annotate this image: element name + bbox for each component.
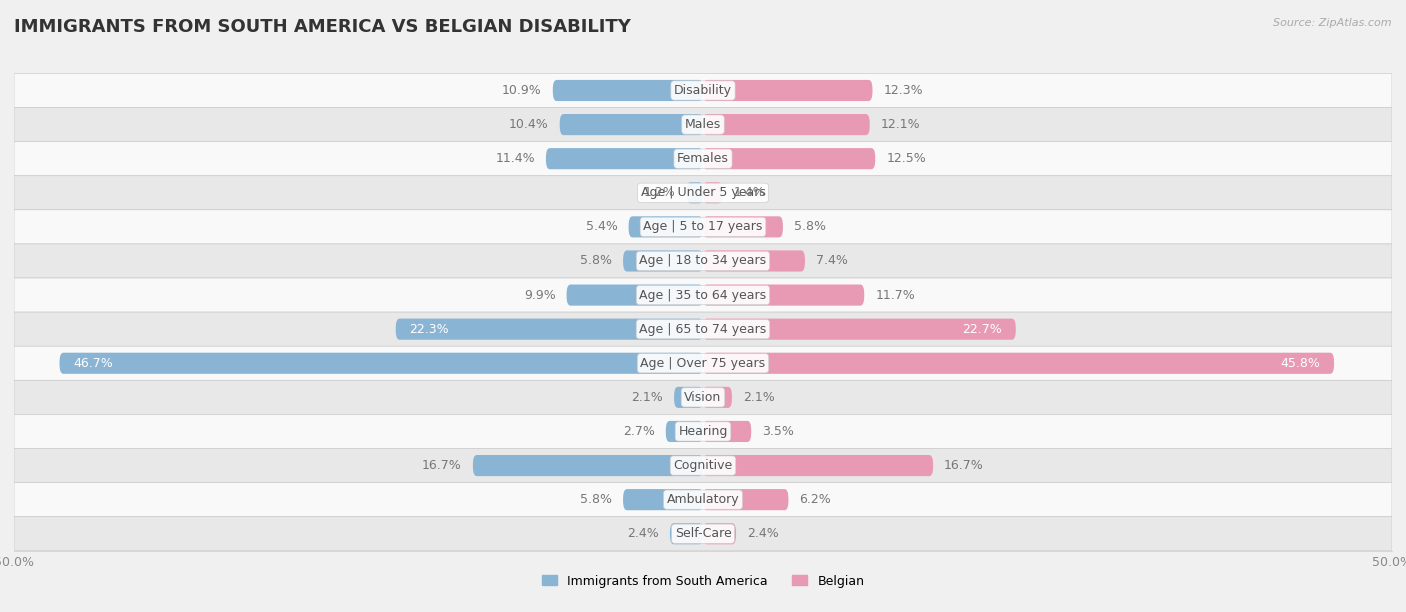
Text: Source: ZipAtlas.com: Source: ZipAtlas.com <box>1274 18 1392 28</box>
Text: 10.4%: 10.4% <box>509 118 548 131</box>
FancyBboxPatch shape <box>14 278 1392 312</box>
Text: 2.1%: 2.1% <box>742 391 775 404</box>
Text: Hearing: Hearing <box>678 425 728 438</box>
FancyBboxPatch shape <box>703 285 865 305</box>
Text: Age | 35 to 64 years: Age | 35 to 64 years <box>640 289 766 302</box>
FancyBboxPatch shape <box>553 80 703 101</box>
FancyBboxPatch shape <box>14 176 1392 210</box>
FancyBboxPatch shape <box>628 216 703 237</box>
Text: Age | 18 to 34 years: Age | 18 to 34 years <box>640 255 766 267</box>
FancyBboxPatch shape <box>703 216 783 237</box>
Text: 12.1%: 12.1% <box>880 118 921 131</box>
FancyBboxPatch shape <box>703 148 875 170</box>
FancyBboxPatch shape <box>14 380 1392 414</box>
Text: 7.4%: 7.4% <box>815 255 848 267</box>
Text: 5.4%: 5.4% <box>586 220 617 233</box>
FancyBboxPatch shape <box>14 414 1392 449</box>
Text: 16.7%: 16.7% <box>945 459 984 472</box>
FancyBboxPatch shape <box>623 489 703 510</box>
FancyBboxPatch shape <box>703 250 806 272</box>
Text: 1.2%: 1.2% <box>644 186 675 200</box>
Text: 11.4%: 11.4% <box>495 152 534 165</box>
FancyBboxPatch shape <box>703 489 789 510</box>
Text: Cognitive: Cognitive <box>673 459 733 472</box>
FancyBboxPatch shape <box>14 210 1392 244</box>
FancyBboxPatch shape <box>703 523 737 544</box>
FancyBboxPatch shape <box>703 114 870 135</box>
FancyBboxPatch shape <box>546 148 703 170</box>
Text: 12.5%: 12.5% <box>886 152 927 165</box>
FancyBboxPatch shape <box>703 353 1334 374</box>
Text: 12.3%: 12.3% <box>883 84 924 97</box>
Text: 22.3%: 22.3% <box>409 323 449 335</box>
FancyBboxPatch shape <box>703 421 751 442</box>
FancyBboxPatch shape <box>14 141 1392 176</box>
Text: Ambulatory: Ambulatory <box>666 493 740 506</box>
Text: 3.5%: 3.5% <box>762 425 794 438</box>
Legend: Immigrants from South America, Belgian: Immigrants from South America, Belgian <box>541 575 865 588</box>
Text: 2.4%: 2.4% <box>627 528 659 540</box>
FancyBboxPatch shape <box>14 483 1392 517</box>
FancyBboxPatch shape <box>686 182 703 203</box>
Text: Females: Females <box>678 152 728 165</box>
FancyBboxPatch shape <box>14 449 1392 483</box>
Text: 1.4%: 1.4% <box>734 186 765 200</box>
FancyBboxPatch shape <box>472 455 703 476</box>
FancyBboxPatch shape <box>14 517 1392 551</box>
Text: 2.7%: 2.7% <box>623 425 655 438</box>
FancyBboxPatch shape <box>567 285 703 305</box>
Text: Males: Males <box>685 118 721 131</box>
Text: 11.7%: 11.7% <box>875 289 915 302</box>
FancyBboxPatch shape <box>59 353 703 374</box>
FancyBboxPatch shape <box>669 523 703 544</box>
Text: Age | Over 75 years: Age | Over 75 years <box>641 357 765 370</box>
Text: 2.4%: 2.4% <box>747 528 779 540</box>
FancyBboxPatch shape <box>14 244 1392 278</box>
FancyBboxPatch shape <box>14 346 1392 380</box>
Text: 5.8%: 5.8% <box>581 255 612 267</box>
Text: IMMIGRANTS FROM SOUTH AMERICA VS BELGIAN DISABILITY: IMMIGRANTS FROM SOUTH AMERICA VS BELGIAN… <box>14 18 631 36</box>
FancyBboxPatch shape <box>703 80 873 101</box>
FancyBboxPatch shape <box>560 114 703 135</box>
Text: Disability: Disability <box>673 84 733 97</box>
FancyBboxPatch shape <box>623 250 703 272</box>
Text: 45.8%: 45.8% <box>1281 357 1320 370</box>
FancyBboxPatch shape <box>673 387 703 408</box>
Text: 16.7%: 16.7% <box>422 459 461 472</box>
Text: 10.9%: 10.9% <box>502 84 541 97</box>
FancyBboxPatch shape <box>14 312 1392 346</box>
Text: Age | 5 to 17 years: Age | 5 to 17 years <box>644 220 762 233</box>
Text: 46.7%: 46.7% <box>73 357 112 370</box>
Text: 2.1%: 2.1% <box>631 391 664 404</box>
FancyBboxPatch shape <box>703 387 733 408</box>
Text: 22.7%: 22.7% <box>962 323 1002 335</box>
FancyBboxPatch shape <box>703 455 934 476</box>
Text: 9.9%: 9.9% <box>524 289 555 302</box>
Text: Vision: Vision <box>685 391 721 404</box>
Text: 5.8%: 5.8% <box>794 220 825 233</box>
Text: Age | Under 5 years: Age | Under 5 years <box>641 186 765 200</box>
Text: 5.8%: 5.8% <box>581 493 612 506</box>
FancyBboxPatch shape <box>703 319 1015 340</box>
Text: 6.2%: 6.2% <box>800 493 831 506</box>
Text: Self-Care: Self-Care <box>675 528 731 540</box>
FancyBboxPatch shape <box>703 182 723 203</box>
FancyBboxPatch shape <box>14 73 1392 108</box>
FancyBboxPatch shape <box>666 421 703 442</box>
Text: Age | 65 to 74 years: Age | 65 to 74 years <box>640 323 766 335</box>
FancyBboxPatch shape <box>395 319 703 340</box>
FancyBboxPatch shape <box>14 108 1392 141</box>
